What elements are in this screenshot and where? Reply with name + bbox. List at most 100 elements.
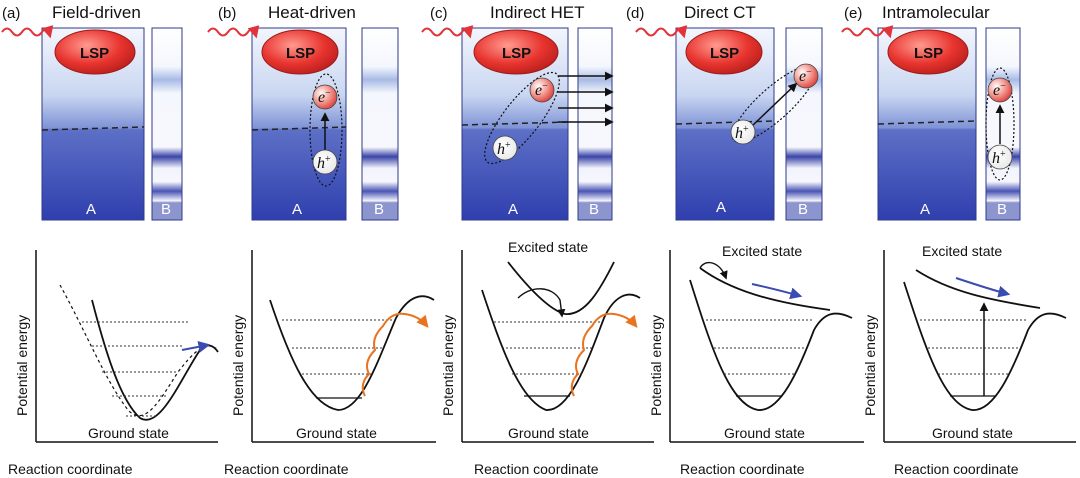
lsp-ellipse	[685, 29, 763, 75]
y-axis-label: Potential energy	[14, 315, 30, 416]
box-a-label: A	[292, 201, 302, 218]
panel-letter: (e)	[844, 5, 862, 22]
box-b-label: B	[997, 201, 1007, 218]
y-axis-label: Potential energy	[862, 315, 878, 416]
lsp-label: LSP	[710, 45, 739, 62]
lsp-label: LSP	[914, 45, 943, 62]
pair-outline	[309, 73, 343, 187]
panel-title: Field-driven	[52, 3, 141, 22]
electron-label: e−	[799, 67, 812, 85]
lsp-ellipse	[473, 29, 559, 75]
panel-letter: (b)	[218, 5, 236, 22]
panel-letter: (a)	[2, 5, 20, 22]
ground-state-label: Ground state	[724, 425, 805, 441]
electron-icon	[312, 84, 338, 110]
box-b-label: B	[161, 201, 171, 218]
lsp-label: LSP	[502, 45, 531, 62]
electron-label: e−	[535, 81, 548, 99]
reaction-arrow	[751, 283, 803, 300]
panel-b: (b) Heat-driven A B LSP e− h+ Potential …	[207, 3, 436, 477]
molecule-box-b	[361, 27, 399, 221]
charge-transfer-arrow	[751, 82, 798, 127]
x-axis-label: Reaction coordinate	[894, 461, 1019, 477]
fermi-level-line	[251, 126, 347, 131]
molecule-box-b	[985, 27, 1021, 221]
lsp-ellipse	[261, 29, 339, 75]
lsp-label: LSP	[286, 45, 315, 62]
x-axis-label: Reaction coordinate	[224, 461, 349, 477]
electron-label: e−	[318, 88, 331, 106]
ground-state-label: Ground state	[88, 425, 169, 441]
hole-label: h+	[735, 124, 749, 142]
lsp-ellipse	[887, 29, 969, 75]
panel-a: (a) Field-driven A B LSP Potential energ…	[1, 3, 219, 477]
lsp-ellipse	[54, 29, 136, 75]
panel-letter: (d)	[626, 5, 644, 22]
hole-label: h+	[317, 154, 331, 172]
y-axis-label: Potential energy	[648, 315, 664, 416]
panel-title: Direct CT	[684, 3, 756, 22]
box-a-label: A	[86, 201, 96, 218]
ground-state-curve	[903, 281, 1067, 411]
hole-icon	[987, 144, 1013, 170]
reaction-arrow	[181, 340, 211, 353]
fermi-level-line	[877, 120, 977, 125]
ground-state-curve	[689, 279, 853, 411]
electron-label: e−	[993, 81, 1006, 99]
ground-state-label: Ground state	[932, 425, 1013, 441]
panel-letter: (c)	[430, 5, 448, 22]
panel-title: Intramolecular	[882, 3, 990, 22]
hole-label: h+	[992, 149, 1006, 167]
excited-state-label: Excited state	[922, 243, 1002, 259]
y-axis-label: Potential energy	[230, 315, 246, 416]
light-wave-icon	[1, 25, 54, 39]
x-axis-label: Reaction coordinate	[474, 461, 599, 477]
ground-state-label: Ground state	[296, 425, 377, 441]
hole-icon	[730, 119, 756, 145]
hole-label: h+	[497, 140, 511, 158]
fermi-level-line	[41, 126, 145, 131]
light-wave-icon	[207, 25, 260, 39]
box-a-label: A	[716, 199, 726, 216]
fermi-level-line	[461, 121, 569, 126]
panel-title: Indirect HET	[490, 3, 584, 22]
light-wave-icon	[421, 25, 474, 39]
ground-state-curve	[269, 295, 435, 411]
thermal-hopping-arrow	[361, 312, 429, 397]
ground-state-label: Ground state	[508, 425, 589, 441]
panel-e: (e) Intramolecular A B LSP e− h+ Potenti…	[841, 3, 1076, 477]
y-axis-label: Potential energy	[440, 315, 456, 416]
electron-icon	[529, 77, 555, 103]
ground-state-curve	[481, 289, 641, 411]
light-wave-icon	[841, 25, 894, 39]
lsp-label: LSP	[80, 45, 109, 62]
reaction-arrow	[955, 277, 1011, 298]
molecule-box-b	[577, 27, 613, 221]
hot-electron-arrow	[517, 288, 566, 318]
excited-state-label: Excited state	[722, 243, 802, 259]
box-a-label: A	[920, 201, 930, 218]
excited-state-curve	[699, 267, 831, 311]
excited-state-label: Excited state	[508, 239, 588, 255]
excited-state-curve	[915, 269, 1041, 309]
box-b-label: B	[374, 201, 384, 218]
electron-icon	[987, 77, 1013, 103]
panel-title: Heat-driven	[268, 3, 356, 22]
box-b-label: B	[798, 201, 808, 218]
ground-state-curve	[91, 299, 219, 421]
hole-icon	[492, 135, 518, 161]
x-axis-label: Reaction coordinate	[680, 461, 805, 477]
x-axis-label: Reaction coordinate	[8, 461, 133, 477]
box-b-label: B	[589, 201, 599, 218]
hole-icon	[312, 149, 338, 175]
pair-outline	[985, 67, 1015, 181]
injection-arrow	[699, 261, 728, 280]
molecule-box-b	[151, 27, 183, 221]
panel-d: (d) Direct CT A B LSP e− h+ Potential en…	[626, 3, 864, 477]
molecule-box-b	[785, 27, 823, 221]
light-wave-icon	[635, 25, 688, 39]
thermal-hopping-arrow	[570, 312, 638, 397]
box-a-label: A	[508, 201, 518, 218]
electron-icon	[793, 63, 819, 89]
